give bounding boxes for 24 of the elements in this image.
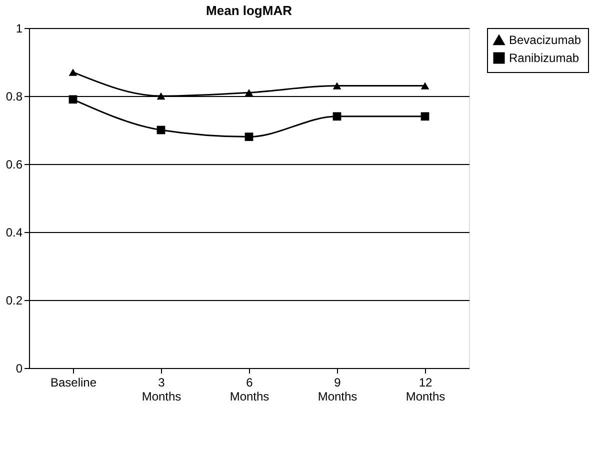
y-tick-label: 0.6	[6, 158, 23, 172]
legend-label: Bevacizumab	[509, 33, 582, 47]
x-tick-label: Baseline	[50, 376, 97, 390]
point	[244, 88, 254, 96]
y-tick-label: 0.8	[6, 90, 23, 104]
y-tick-label: 0.2	[6, 294, 23, 308]
point	[68, 95, 78, 104]
point	[420, 112, 430, 121]
y-tick-label: 0	[16, 362, 23, 376]
legend-label: Ranibizumab	[509, 51, 580, 65]
x-tick-label: 12 Months	[406, 376, 446, 404]
point	[68, 68, 78, 76]
chart-title: Mean logMAR	[206, 3, 293, 18]
point	[244, 132, 254, 141]
point	[332, 82, 342, 90]
point	[156, 126, 166, 134]
y-tick-label: 1	[16, 22, 23, 36]
x-tick-label: 9 Months	[318, 376, 358, 404]
x-tick-label: 3 Months	[142, 376, 182, 404]
point	[332, 112, 342, 121]
point	[420, 82, 430, 90]
point	[156, 92, 166, 100]
y-tick-label: 0.4	[6, 226, 23, 240]
x-tick-label: 6 Months	[230, 376, 270, 404]
